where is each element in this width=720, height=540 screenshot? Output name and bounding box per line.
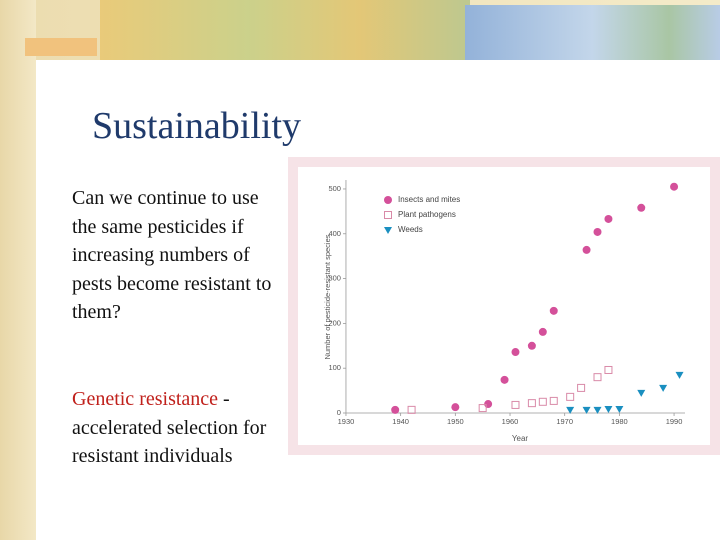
point xyxy=(527,341,536,350)
point xyxy=(511,348,520,357)
point xyxy=(582,245,591,254)
x-tick-label: 1940 xyxy=(392,417,409,426)
y-tick-label: 500 xyxy=(328,184,341,193)
point xyxy=(566,406,575,414)
point xyxy=(527,399,536,408)
legend-label: Weeds xyxy=(398,225,423,234)
point xyxy=(538,327,547,336)
y-tick-label: 100 xyxy=(328,363,341,372)
legend-marker xyxy=(384,211,392,219)
x-tick-label: 1980 xyxy=(611,417,628,426)
point xyxy=(604,214,613,223)
chart: Year Number of pesticide-resistant speci… xyxy=(288,157,720,455)
point xyxy=(593,373,602,382)
point xyxy=(615,405,624,413)
paragraph: Can we continue to use the same pesticid… xyxy=(72,187,272,324)
point xyxy=(593,406,602,414)
paragraph: Genetic resistance - accelerated selecti… xyxy=(72,385,277,471)
y-tick-label: 400 xyxy=(328,229,341,238)
banner xyxy=(100,0,470,60)
point xyxy=(675,371,684,379)
point xyxy=(659,384,668,392)
text: - accelerated selection for resistant in… xyxy=(72,388,267,468)
y-axis-label: Number of pesticide-resistant species xyxy=(323,234,332,359)
point xyxy=(670,182,679,191)
chart-background xyxy=(298,167,710,445)
point xyxy=(604,405,613,413)
point xyxy=(637,389,646,397)
highlight: Genetic resistance xyxy=(72,388,219,410)
legend-label: Plant pathogens xyxy=(398,210,456,219)
legend-marker xyxy=(384,227,392,234)
y-tick-label: 200 xyxy=(328,318,341,327)
x-tick-label: 1950 xyxy=(447,417,464,426)
point xyxy=(451,403,460,412)
point xyxy=(549,396,558,405)
legend-label: Insects and mites xyxy=(398,195,460,204)
point xyxy=(566,392,575,401)
point xyxy=(484,400,493,409)
point xyxy=(407,405,416,414)
background xyxy=(0,0,36,540)
point xyxy=(577,383,586,392)
y-tick-label: 300 xyxy=(328,274,341,283)
banner xyxy=(25,38,97,56)
x-tick-label: 1960 xyxy=(502,417,519,426)
point xyxy=(637,203,646,212)
point xyxy=(604,365,613,374)
legend-marker xyxy=(384,196,392,204)
point xyxy=(549,306,558,315)
point xyxy=(478,404,487,413)
x-axis-label: Year xyxy=(512,434,529,443)
point xyxy=(511,400,520,409)
slide-title: Sustainability xyxy=(92,105,301,147)
banner xyxy=(465,5,720,60)
point xyxy=(500,375,509,384)
x-tick-label: 1970 xyxy=(556,417,573,426)
x-tick-label: 1930 xyxy=(338,417,355,426)
y-tick-label: 0 xyxy=(337,408,341,417)
point xyxy=(582,406,591,414)
point xyxy=(593,227,602,236)
point xyxy=(538,397,547,406)
x-tick-label: 1990 xyxy=(666,417,683,426)
point xyxy=(391,405,400,414)
